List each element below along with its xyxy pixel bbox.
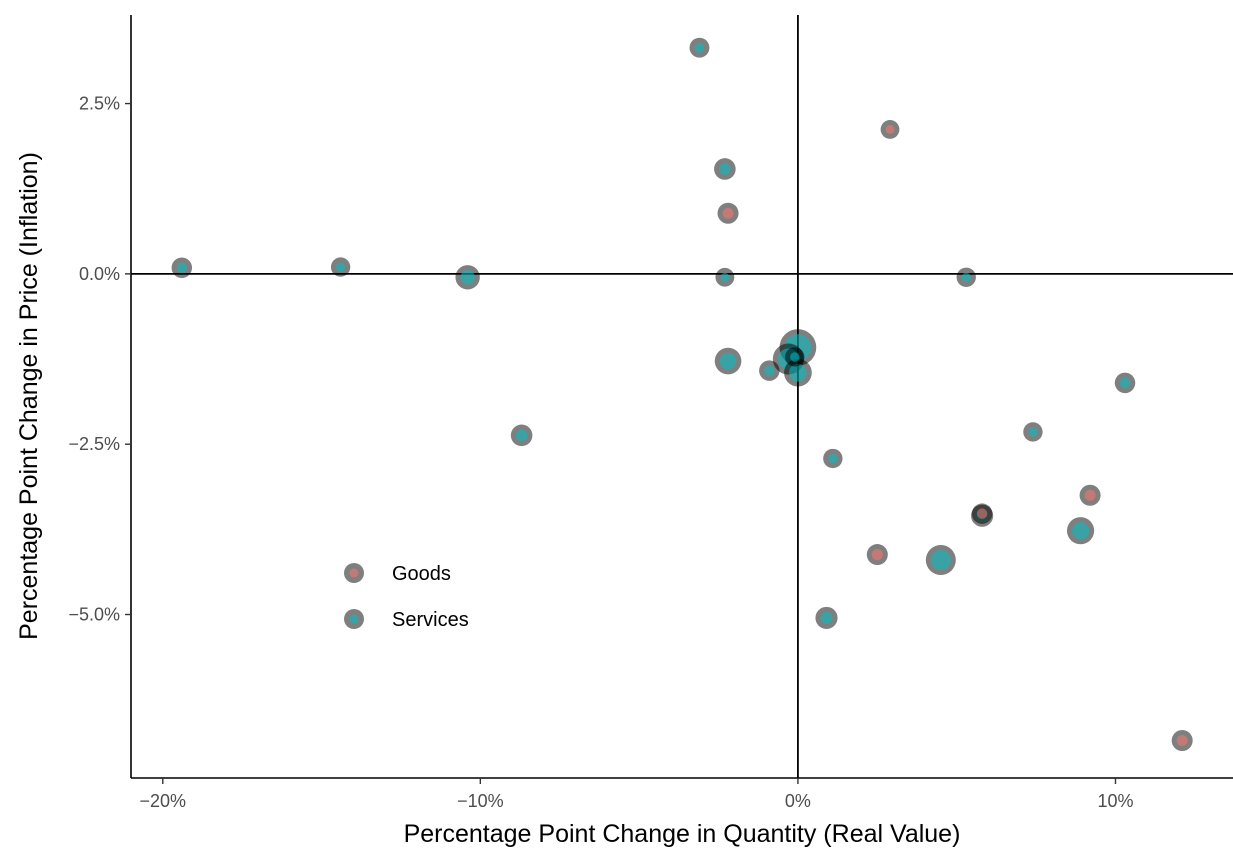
point-services: [759, 360, 780, 381]
y-tick-label: −5.0%: [68, 605, 120, 625]
y-tick-label: −2.5%: [68, 434, 120, 454]
y-tick-label: 2.5%: [79, 94, 120, 114]
point-goods: [866, 544, 888, 566]
point-goods: [880, 120, 900, 139]
x-tick-label: 0%: [785, 791, 811, 811]
point-services: [925, 545, 956, 575]
point-services: [823, 448, 843, 469]
y-tick-label: 0.0%: [79, 264, 120, 284]
point-services: [785, 347, 805, 367]
point-services: [715, 267, 735, 287]
point-services: [510, 424, 533, 447]
x-axis-ticks: −20% −10% 0% 10%: [139, 778, 1134, 811]
x-tick-label: −10%: [457, 791, 504, 811]
reference-lines: [131, 15, 1233, 778]
x-tick-label: −20%: [139, 791, 186, 811]
point-services: [714, 158, 736, 180]
point-services: [455, 265, 480, 290]
point-services: [689, 37, 710, 58]
legend-key-fill: [349, 614, 359, 624]
legend-item-goods: Goods: [344, 563, 451, 585]
legend: Goods Services: [344, 563, 469, 631]
point-goods: [717, 202, 739, 224]
legend-label: Goods: [392, 563, 451, 585]
data-points: [171, 37, 1193, 752]
point-services: [1066, 517, 1095, 545]
legend-label: Services: [392, 609, 469, 631]
point-services: [330, 257, 351, 277]
x-axis-title: Percentage Point Change in Quantity (Rea…: [404, 820, 961, 848]
point-goods: [1171, 730, 1193, 752]
y-axis-ticks: 2.5% 0.0% −2.5% −5.0%: [68, 94, 131, 625]
point-services: [1114, 372, 1136, 394]
point-goods: [971, 503, 993, 524]
axes: [130, 15, 1233, 779]
point-services: [1023, 422, 1043, 442]
point-services: [714, 347, 742, 375]
legend-item-services: Services: [344, 609, 469, 631]
point-services: [815, 606, 838, 629]
y-axis-title: Percentage Point Change in Price (Inflat…: [15, 152, 43, 640]
x-tick-label: 10%: [1097, 791, 1133, 811]
point-goods: [1079, 484, 1101, 506]
point-services: [956, 267, 976, 287]
legend-key-fill: [349, 568, 359, 578]
point-services: [171, 257, 193, 278]
